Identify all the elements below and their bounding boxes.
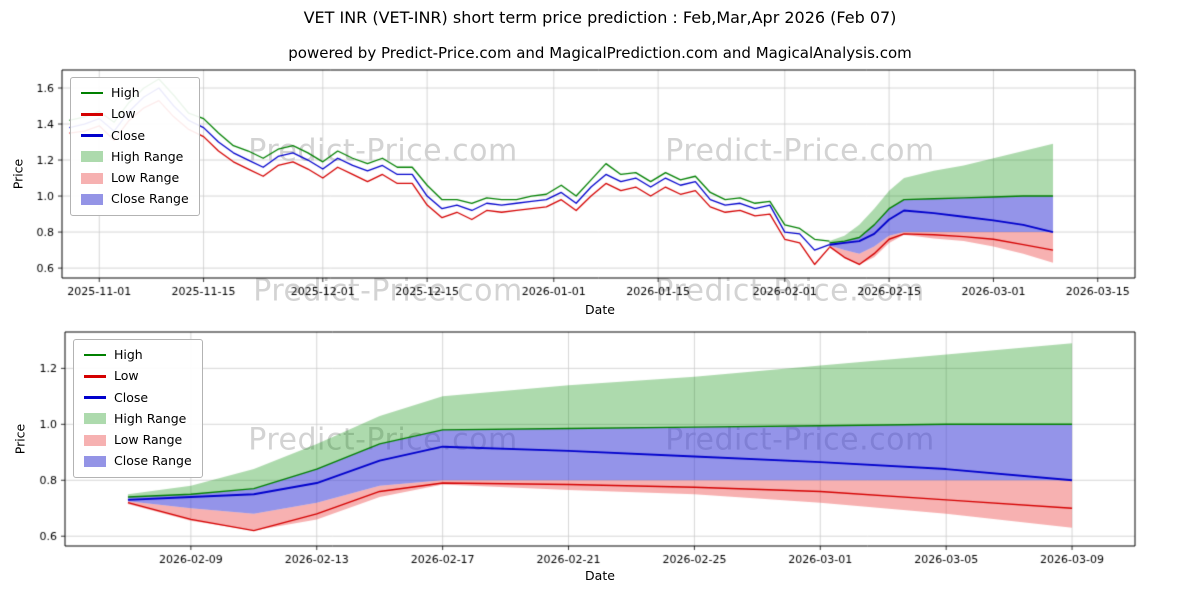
date-axis-label-bottom: Date	[585, 568, 615, 583]
legend-label: High Range	[111, 148, 184, 164]
legend-swatch-low	[81, 113, 103, 116]
legend-swatch-close-range	[84, 455, 106, 467]
legend-label: Close	[114, 389, 149, 405]
legend-item: High Range	[84, 411, 192, 427]
legend-item: Close Range	[84, 453, 192, 469]
date-axis-label-top: Date	[585, 302, 615, 317]
legend-item: Low Range	[84, 432, 192, 448]
legend-label: High	[111, 85, 140, 100]
legend-item: Close	[84, 390, 192, 406]
legend-swatch-low-range	[81, 172, 103, 184]
legend-label: Low Range	[114, 432, 183, 447]
legend-label: Close Range	[114, 453, 192, 469]
legend-label: High	[114, 347, 143, 362]
legend-swatch-high-range	[84, 413, 106, 425]
legend-swatch-high-range	[81, 151, 103, 163]
legend-label: Close Range	[111, 191, 189, 207]
legend-label: Low	[111, 106, 136, 122]
legend-item: Low	[84, 368, 192, 384]
legend-swatch-high	[81, 91, 103, 95]
legend-item: Low Range	[81, 170, 189, 186]
legend-item: High	[84, 347, 192, 363]
legend-label: Low	[114, 368, 139, 384]
legend-swatch-close	[81, 134, 103, 137]
legend-label: High Range	[114, 410, 187, 426]
page-subtitle: powered by Predict-Price.com and Magical…	[288, 44, 912, 62]
price-history-prediction-chart-canvas	[0, 62, 1200, 302]
price-axis-label-bottom: Price	[12, 423, 28, 455]
price-axis-label-top: Price	[10, 158, 26, 190]
legend-item: Low	[81, 106, 189, 122]
page-title: VET INR (VET-INR) short term price predi…	[303, 8, 897, 27]
legend-swatch-high	[84, 353, 106, 357]
legend-item: High Range	[81, 149, 189, 165]
legend-label: Close	[111, 127, 146, 143]
legend-top: High Low Close High Range Low Range Close Ran…	[70, 77, 200, 216]
legend-item: High	[81, 85, 189, 101]
legend-label: Low Range	[111, 170, 180, 185]
legend-item: Close	[81, 128, 189, 144]
legend-swatch-low-range	[84, 434, 106, 446]
legend-swatch-close-range	[81, 193, 103, 205]
legend-swatch-close	[84, 396, 106, 399]
legend-swatch-low	[84, 375, 106, 378]
legend-item: Close Range	[81, 191, 189, 207]
legend-bottom: High Low Close High Range Low Range Close Ran…	[73, 339, 203, 478]
